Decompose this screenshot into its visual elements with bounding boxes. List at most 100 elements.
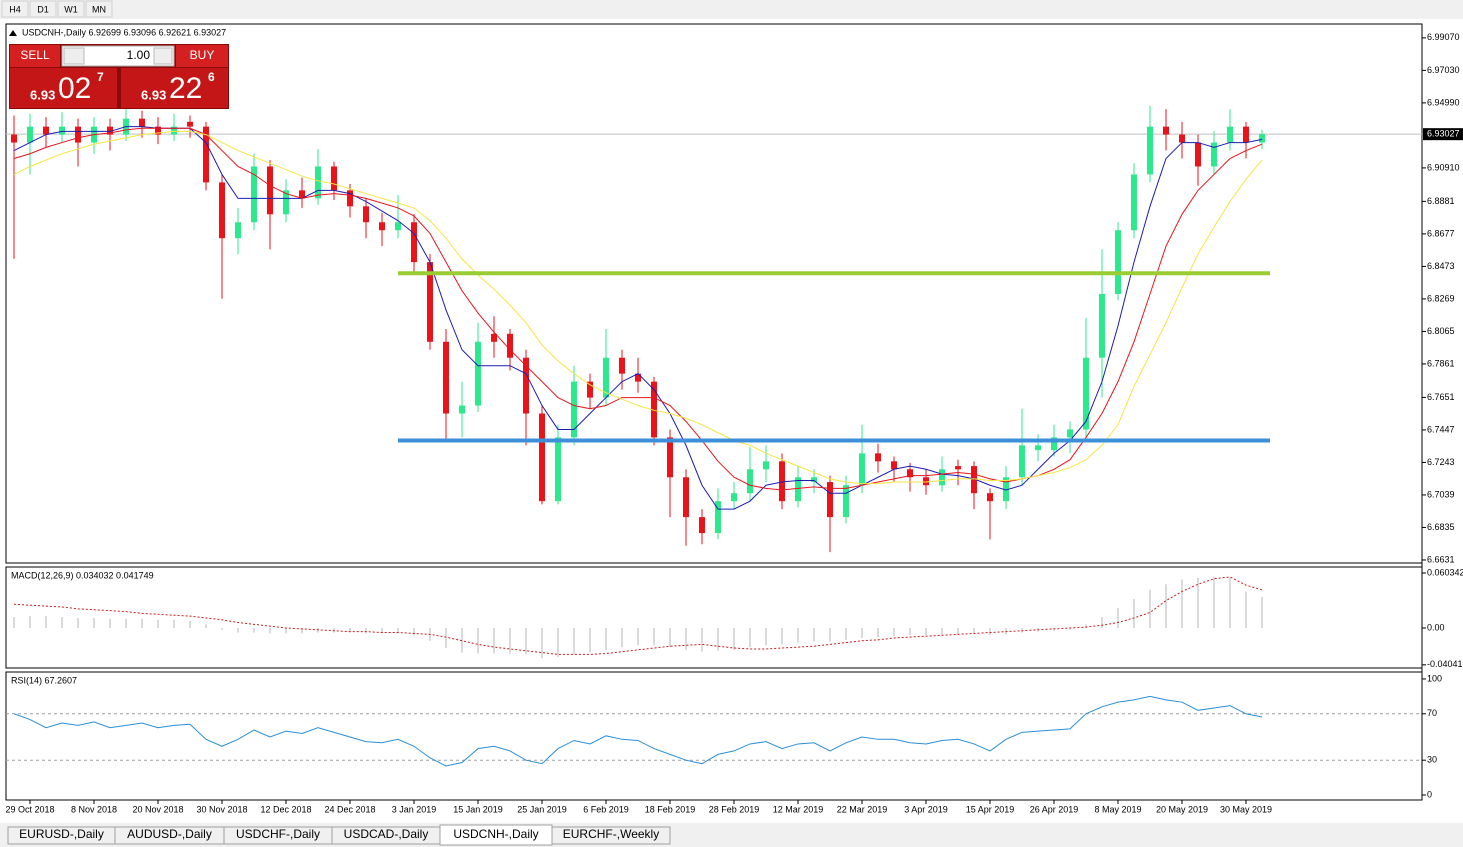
x-tick-label: 28 Feb 2019 <box>709 804 760 814</box>
candle-body <box>1259 134 1265 143</box>
candle-body <box>555 437 561 502</box>
candle-body <box>315 166 321 199</box>
sell-button[interactable] <box>10 45 60 67</box>
candle-body <box>987 493 993 502</box>
candle-body <box>539 413 545 502</box>
x-tick-label: 6 Feb 2019 <box>583 804 629 814</box>
candle-body <box>683 477 689 518</box>
lot-down[interactable] <box>63 47 85 65</box>
price-big[interactable]: 6.93 <box>30 87 55 102</box>
candle-body <box>891 461 897 470</box>
price-pips[interactable]: 22 <box>169 72 202 105</box>
x-tick-label: 20 Nov 2018 <box>132 804 183 814</box>
candle-body <box>955 466 961 470</box>
price-box[interactable] <box>10 68 117 108</box>
candle-body <box>1147 126 1153 175</box>
candle-body <box>219 182 225 239</box>
buy-label[interactable]: BUY <box>190 48 215 62</box>
x-tick-label: 8 Nov 2018 <box>71 804 117 814</box>
candle-body <box>1019 445 1025 478</box>
last-price-label: 6.93027 <box>1427 129 1460 139</box>
y-tick-label: 6.8881 <box>1427 196 1455 206</box>
indicator-title: MACD(12,26,9) 0.034032 0.041749 <box>11 570 154 580</box>
x-tick-label: 15 Jan 2019 <box>453 804 503 814</box>
candle-body <box>1083 357 1089 430</box>
x-tick-label: 29 Oct 2018 <box>5 804 54 814</box>
y-tick-label: 0 <box>1427 789 1432 799</box>
y-tick-label: 6.8269 <box>1427 293 1455 303</box>
candle-body <box>923 477 929 486</box>
timeframe-label[interactable]: D1 <box>37 4 49 14</box>
candle-body <box>75 126 81 143</box>
buy-button[interactable] <box>176 45 228 67</box>
candle-body <box>331 166 337 191</box>
x-tick-label: 30 Nov 2018 <box>196 804 247 814</box>
symbol-tab-label[interactable]: USDCAD-,Daily <box>344 827 429 841</box>
candle-body <box>299 190 305 199</box>
symbol-tab-label[interactable]: AUDUSD-,Daily <box>127 827 212 841</box>
y-tick-label: 70 <box>1427 708 1437 718</box>
candle-body <box>443 341 449 414</box>
lot-value[interactable]: 1.00 <box>127 48 151 62</box>
candle-body <box>395 222 401 231</box>
candle-body <box>843 485 849 518</box>
timeframe-label[interactable]: MN <box>92 4 106 14</box>
price-box[interactable] <box>121 68 228 108</box>
candle-body <box>1195 142 1201 167</box>
y-tick-label: 0.060342 <box>1427 567 1463 577</box>
timeframe-button[interactable] <box>1 0 29 18</box>
symbol-tab-label[interactable]: USDCNH-,Daily <box>453 827 538 841</box>
timeframe-button[interactable] <box>57 0 85 18</box>
candle-body <box>1035 445 1041 451</box>
symbol-tab-label[interactable]: EURCHF-,Weekly <box>563 827 659 841</box>
price-pips[interactable]: 02 <box>58 72 91 105</box>
timeframe-button[interactable] <box>29 0 57 18</box>
candle-body <box>427 262 433 342</box>
candle-body <box>203 126 209 183</box>
symbol-tab-label[interactable]: EURUSD-,Daily <box>19 827 104 841</box>
candle-body <box>763 461 769 470</box>
lot-up[interactable] <box>153 47 173 65</box>
candle-body <box>187 121 193 127</box>
x-tick-label: 30 May 2019 <box>1220 804 1272 814</box>
candle-body <box>59 126 65 135</box>
candle-body <box>507 333 513 358</box>
candle-body <box>859 453 865 486</box>
candle-body <box>347 190 353 207</box>
candle-body <box>971 466 977 494</box>
candle-body <box>1163 126 1169 135</box>
price-big[interactable]: 6.93 <box>141 87 166 102</box>
price-fraction[interactable]: 6 <box>208 70 215 84</box>
candle-body <box>171 126 177 135</box>
candle-body <box>11 134 17 143</box>
candle-body <box>1051 437 1057 451</box>
y-tick-label: 6.7861 <box>1427 358 1455 368</box>
lot-input[interactable] <box>61 45 175 67</box>
timeframe-button[interactable] <box>85 0 113 18</box>
candle-body <box>635 373 641 382</box>
price-fraction[interactable]: 7 <box>97 70 104 84</box>
x-tick-label: 20 May 2019 <box>1156 804 1208 814</box>
y-tick-label: 6.7243 <box>1427 457 1455 467</box>
y-tick-label: 6.7039 <box>1427 489 1455 499</box>
x-tick-label: 24 Dec 2018 <box>324 804 375 814</box>
x-tick-label: 25 Jan 2019 <box>517 804 567 814</box>
candle-body <box>1067 429 1073 438</box>
x-tick-label: 26 Apr 2019 <box>1030 804 1079 814</box>
y-tick-label: 0.00 <box>1427 622 1445 632</box>
timeframe-label[interactable]: H4 <box>9 4 21 14</box>
x-tick-label: 3 Jan 2019 <box>392 804 437 814</box>
candle-body <box>1179 134 1185 143</box>
symbol-tab[interactable] <box>551 826 671 845</box>
symbol-tab-label[interactable]: USDCHF-,Daily <box>236 827 320 841</box>
candle-body <box>1115 230 1121 294</box>
moving-average <box>13 130 1263 485</box>
candle-body <box>459 405 465 414</box>
candle-body <box>107 126 113 135</box>
timeframe-label[interactable]: W1 <box>64 4 78 14</box>
candle-body <box>779 461 785 502</box>
sell-label[interactable]: SELL <box>20 48 50 62</box>
candle-body <box>139 118 145 127</box>
candle-body <box>811 477 817 483</box>
